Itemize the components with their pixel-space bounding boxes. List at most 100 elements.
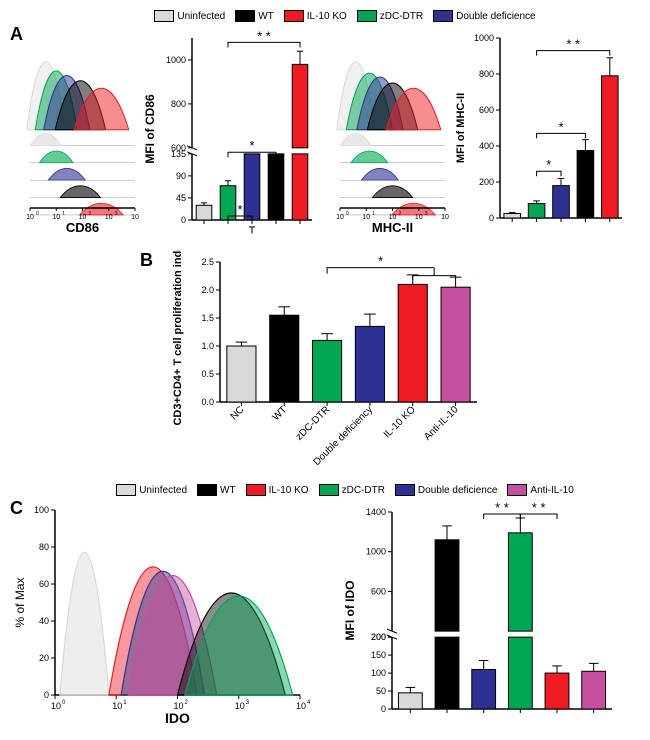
svg-text:800: 800 bbox=[479, 69, 494, 79]
svg-text:1400: 1400 bbox=[366, 507, 386, 517]
svg-text:1000: 1000 bbox=[474, 33, 494, 43]
svg-text:60: 60 bbox=[39, 579, 49, 589]
svg-text:NC: NC bbox=[229, 404, 247, 422]
cd86-histogram: 100101102103104CD86 bbox=[10, 26, 140, 236]
svg-text:MFI of IDO: MFI of IDO bbox=[343, 581, 357, 641]
svg-text:40: 40 bbox=[39, 616, 49, 626]
svg-text:% of Max: % of Max bbox=[13, 577, 27, 627]
legend-label: zDC-DTR bbox=[380, 11, 423, 22]
svg-text:1: 1 bbox=[123, 700, 127, 706]
svg-text:*: * bbox=[558, 119, 563, 134]
panel-c-row: C 020406080100100101102103104IDO% of Max… bbox=[10, 500, 640, 730]
svg-text:MFI of CD86: MFI of CD86 bbox=[143, 94, 157, 164]
legend-item: Double deficience bbox=[395, 484, 498, 496]
proliferation-bar-chart: 0.00.51.01.52.02.5NCWTzDC-DTRDouble defi… bbox=[165, 250, 485, 480]
svg-text:1: 1 bbox=[372, 211, 375, 217]
svg-text:10: 10 bbox=[51, 701, 61, 711]
legend-label: Double deficience bbox=[418, 485, 498, 496]
svg-text:WT: WT bbox=[271, 404, 290, 423]
legend-swatch bbox=[395, 484, 415, 496]
legend-label: WT bbox=[220, 485, 236, 496]
legend-swatch bbox=[116, 484, 136, 496]
mhcii-bar-chart: 02004006008001000*** *MFI of MHC-II bbox=[450, 26, 630, 236]
svg-text:10: 10 bbox=[441, 214, 449, 221]
svg-text:10: 10 bbox=[26, 214, 34, 221]
legend-swatch bbox=[433, 10, 453, 22]
legend-item: Anti-IL-10 bbox=[507, 484, 573, 496]
legend-label: Uninfected bbox=[139, 485, 187, 496]
svg-text:2.0: 2.0 bbox=[201, 285, 214, 295]
svg-text:zDC-DTR: zDC-DTR bbox=[294, 404, 332, 442]
legend-item: Uninfected bbox=[154, 10, 225, 22]
legend-item: IL-10 KO bbox=[284, 10, 347, 22]
legend-item: zDC-DTR bbox=[319, 484, 385, 496]
svg-text:100: 100 bbox=[371, 668, 386, 678]
svg-text:2.5: 2.5 bbox=[201, 257, 214, 267]
svg-text:1000: 1000 bbox=[166, 55, 186, 65]
svg-text:* *: * * bbox=[532, 500, 546, 515]
cd86-bar-chart: 045901356008001000*** *MFI of CD86 bbox=[140, 26, 320, 236]
legend-item: WT bbox=[197, 484, 236, 496]
svg-text:*: * bbox=[237, 202, 242, 217]
svg-text:20: 20 bbox=[39, 653, 49, 663]
svg-text:50: 50 bbox=[376, 686, 386, 696]
svg-text:80: 80 bbox=[39, 542, 49, 552]
svg-text:10: 10 bbox=[52, 214, 60, 221]
svg-text:MFI of MHC-II: MFI of MHC-II bbox=[455, 93, 467, 163]
svg-text:10: 10 bbox=[235, 701, 245, 711]
svg-text:0: 0 bbox=[36, 211, 39, 217]
legend-label: Anti-IL-10 bbox=[530, 485, 573, 496]
svg-text:1: 1 bbox=[62, 211, 65, 217]
legend-swatch bbox=[284, 10, 304, 22]
panel-c-label: C bbox=[10, 498, 23, 519]
legend-swatch bbox=[154, 10, 174, 22]
svg-text:IDO: IDO bbox=[165, 710, 190, 725]
legend-item: Double deficience bbox=[433, 10, 536, 22]
legend-label: IL-10 KO bbox=[307, 11, 347, 22]
svg-text:* *: * * bbox=[495, 500, 509, 515]
svg-text:CD3+CD4+ T cell proliferation: CD3+CD4+ T cell proliferation index bbox=[172, 250, 184, 426]
svg-text:600: 600 bbox=[479, 105, 494, 115]
svg-text:IL-10 KO: IL-10 KO bbox=[382, 404, 418, 440]
svg-text:MHC-II: MHC-II bbox=[372, 220, 413, 235]
svg-text:*: * bbox=[249, 138, 254, 153]
legend-top: Uninfected WT IL-10 KO zDC-DTR Double defici… bbox=[50, 10, 640, 22]
svg-text:100: 100 bbox=[34, 505, 49, 515]
svg-text:10: 10 bbox=[131, 214, 139, 221]
svg-text:0: 0 bbox=[381, 704, 386, 714]
svg-text:Anti-IL-10: Anti-IL-10 bbox=[422, 404, 461, 443]
panel-a-row: A 100101102103104CD86 045901356008001000… bbox=[10, 26, 640, 246]
svg-text:* *: * * bbox=[566, 37, 580, 52]
svg-text:150: 150 bbox=[371, 650, 386, 660]
svg-text:10: 10 bbox=[362, 214, 370, 221]
legend-item: WT bbox=[235, 10, 274, 22]
svg-text:2: 2 bbox=[185, 700, 189, 706]
svg-text:CD86: CD86 bbox=[66, 220, 99, 235]
ido-bar-chart: 05010015020020060010001400* ** *MFI of I… bbox=[340, 500, 620, 725]
svg-text:200: 200 bbox=[371, 632, 386, 642]
svg-text:400: 400 bbox=[479, 141, 494, 151]
svg-text:3: 3 bbox=[425, 211, 428, 217]
svg-text:0: 0 bbox=[44, 690, 49, 700]
svg-text:* *: * * bbox=[257, 28, 271, 43]
panel-a-label: A bbox=[10, 24, 23, 45]
svg-text:600: 600 bbox=[371, 586, 386, 596]
svg-text:45: 45 bbox=[176, 193, 186, 203]
svg-text:10: 10 bbox=[112, 701, 122, 711]
svg-text:10: 10 bbox=[415, 214, 423, 221]
svg-text:800: 800 bbox=[171, 99, 186, 109]
legend-swatch bbox=[319, 484, 339, 496]
svg-text:1.0: 1.0 bbox=[201, 341, 214, 351]
svg-text:*: * bbox=[546, 157, 551, 172]
svg-text:0.5: 0.5 bbox=[201, 369, 214, 379]
svg-text:0: 0 bbox=[62, 700, 66, 706]
svg-text:3: 3 bbox=[115, 211, 118, 217]
legend-swatch bbox=[357, 10, 377, 22]
panel-b-row: B 0.00.51.01.52.02.5NCWTzDC-DTRDouble de… bbox=[10, 250, 640, 480]
legend-item: zDC-DTR bbox=[357, 10, 423, 22]
legend-label: Uninfected bbox=[177, 11, 225, 22]
ido-histogram: 020406080100100101102103104IDO% of Max bbox=[10, 500, 310, 725]
panel-b-label: B bbox=[140, 250, 153, 271]
svg-text:0.0: 0.0 bbox=[201, 397, 214, 407]
svg-text:90: 90 bbox=[176, 171, 186, 181]
